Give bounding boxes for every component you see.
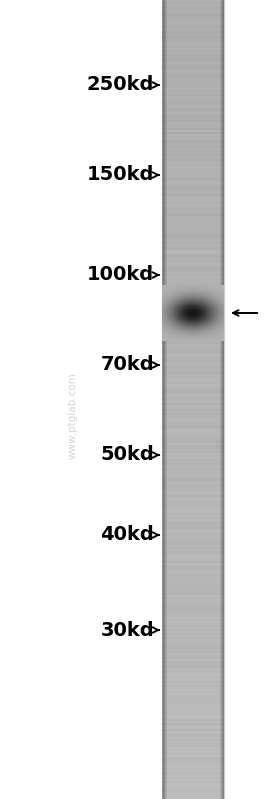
Text: 250kd: 250kd [87, 75, 154, 94]
Text: 50kd: 50kd [100, 446, 154, 464]
Text: 100kd: 100kd [87, 265, 154, 284]
Text: www.ptglab.com: www.ptglab.com [68, 372, 78, 459]
Text: 30kd: 30kd [100, 621, 154, 639]
Text: 40kd: 40kd [100, 526, 154, 544]
Text: 150kd: 150kd [87, 165, 154, 185]
Text: 70kd: 70kd [100, 356, 154, 375]
